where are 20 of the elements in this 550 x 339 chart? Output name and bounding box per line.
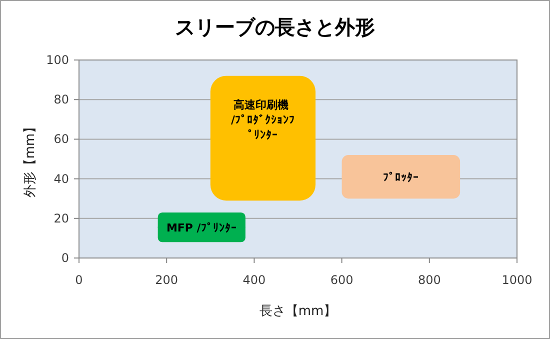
y-tick-label: 100 xyxy=(46,53,69,67)
x-tick-label: 1000 xyxy=(502,273,532,287)
y-tick-label: 60 xyxy=(54,132,69,146)
series-label: MFP /ﾌﾟﾘﾝﾀｰ xyxy=(166,221,237,234)
y-axis-title: 外形【mm】 xyxy=(23,120,38,198)
bar xyxy=(210,76,316,201)
x-tick-label: 600 xyxy=(330,273,354,287)
series-label: 高速印刷機 /ﾌﾟﾛﾀﾞｸｼｮﾝﾌﾟﾘﾝﾀｰ xyxy=(230,98,295,142)
bar xyxy=(342,155,460,199)
x-tick-label: 200 xyxy=(155,273,178,287)
y-tick-label: 40 xyxy=(54,172,69,186)
x-tick-label: 400 xyxy=(242,273,266,287)
y-tick-label: 20 xyxy=(54,211,69,226)
x-axis-title: 長さ【mm】 xyxy=(259,304,337,319)
series-label: ﾌﾟﾛｯﾀｰ xyxy=(382,170,419,184)
x-tick-label: 0 xyxy=(75,273,83,287)
y-tick-label: 80 xyxy=(54,92,69,107)
y-tick-label: 0 xyxy=(61,251,69,265)
x-tick-label: 800 xyxy=(418,273,441,287)
chart-title: スリーブの長さと外形 xyxy=(175,15,375,39)
